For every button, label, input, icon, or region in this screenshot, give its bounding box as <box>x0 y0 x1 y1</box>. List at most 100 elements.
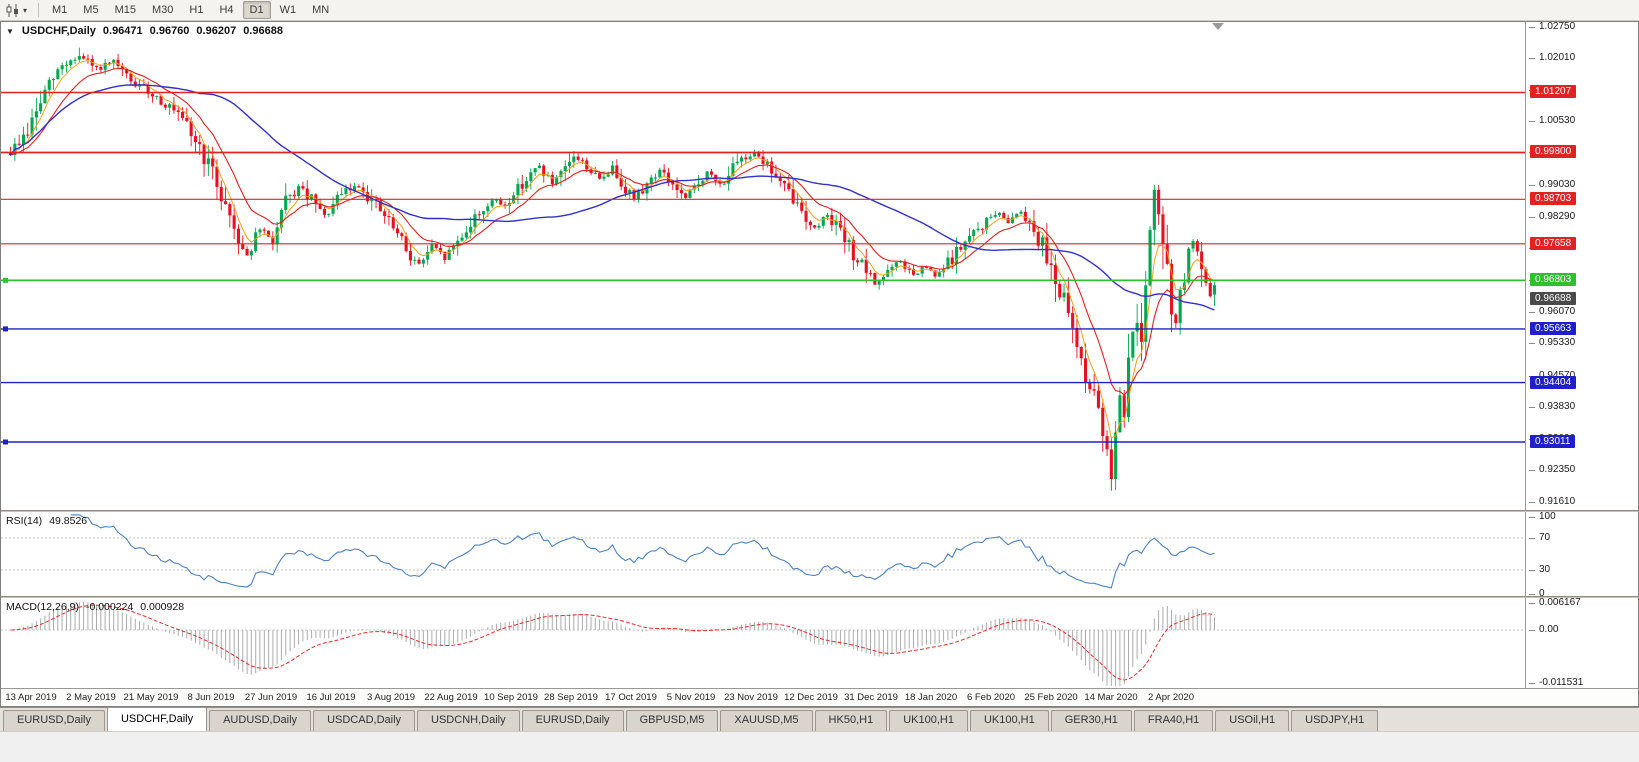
price-axis-tick: 0.91610 <box>1528 496 1576 507</box>
line-handle <box>3 439 8 445</box>
tab-hk50-h1[interactable]: HK50,H1 <box>814 710 888 731</box>
candles-layer <box>9 47 1217 491</box>
timeframe-button-m1[interactable]: M1 <box>52 4 68 16</box>
macd-main-value: -0.000224 <box>85 601 134 613</box>
rsi-plot[interactable] <box>1 512 1526 596</box>
ma-13-line <box>10 67 1215 396</box>
panel-separator[interactable] <box>1 596 1638 598</box>
macd-axis-tick: 0.00 <box>1528 624 1559 635</box>
price-axis-tick: 0.98290 <box>1528 211 1576 222</box>
tab-usdcnh-daily[interactable]: USDCNH,Daily <box>417 710 520 731</box>
line-price-label: 0.94404 <box>1530 376 1577 389</box>
rsi-title: RSI(14) <box>6 515 43 527</box>
chart-type-icon[interactable] <box>4 2 22 18</box>
rsi-value: 49.8526 <box>49 515 88 527</box>
tab-usdcad-daily[interactable]: USDCAD,Daily <box>313 710 416 731</box>
date-label: 25 Feb 2020 <box>1024 692 1078 703</box>
date-label: 28 Sep 2019 <box>544 692 598 703</box>
tab-usdchf-daily[interactable]: USDCHF,Daily <box>106 707 208 731</box>
timeframe-buttons: M1 M5 M15 M30 H1 H4 D1 W1 MN <box>44 1 337 19</box>
tab-ger30-h1[interactable]: GER30,H1 <box>1050 710 1132 731</box>
date-label: 18 Jan 2020 <box>904 692 958 703</box>
timeframe-button-m30[interactable]: M30 <box>151 4 174 16</box>
date-label: 21 May 2019 <box>123 692 179 703</box>
low-value: 0.96207 <box>196 25 237 37</box>
rsi-axis-tick: 30 <box>1528 564 1551 575</box>
rsi-axis-tick: 100 <box>1529 512 1556 522</box>
timeframe-button-d1[interactable]: D1 <box>242 1 271 19</box>
tab-eurusd-daily[interactable]: EURUSD,Daily <box>3 710 105 731</box>
price-axis-tick: 0.96070 <box>1528 306 1576 317</box>
price-axis-tick: 0.95330 <box>1528 337 1576 348</box>
date-label: 27 Jun 2019 <box>244 692 298 703</box>
collapse-triangle-icon[interactable]: ▼ <box>6 26 14 36</box>
price-axis-tick: 0.99030 <box>1528 179 1576 190</box>
date-label: 10 Sep 2019 <box>484 692 538 703</box>
rsi-axis[interactable]: 100 70 30 0 <box>1525 512 1638 596</box>
tab-gbpusd-m5[interactable]: GBPUSD,M5 <box>625 710 719 731</box>
tab-usoil-h1[interactable]: USOil,H1 <box>1215 710 1290 731</box>
date-label: 22 Aug 2019 <box>424 692 478 703</box>
line-price-label: 0.98703 <box>1530 192 1577 205</box>
rsi-header: RSI(14) 49.8526 <box>6 515 87 527</box>
chart-ohlc-header: ▼ USDCHF,Daily 0.96471 0.96760 0.96207 0… <box>6 25 283 37</box>
macd-histogram <box>14 601 1215 686</box>
timeframe-button-m5[interactable]: M5 <box>83 4 99 16</box>
date-label: 16 Jul 2019 <box>306 692 356 703</box>
date-label: 23 Nov 2019 <box>724 692 778 703</box>
main-chart-panel: ▼ USDCHF,Daily 0.96471 0.96760 0.96207 0… <box>1 22 1638 510</box>
macd-axis[interactable]: 0.006167 0.00 -0.011531 <box>1525 598 1638 688</box>
candlestick-chart[interactable] <box>1 22 1526 510</box>
tab-audusd-daily[interactable]: AUDUSD,Daily <box>209 710 312 731</box>
price-axis-tick: 1.02750 <box>1528 22 1576 32</box>
timeframe-button-w1[interactable]: W1 <box>279 4 297 16</box>
rsi-line <box>70 514 1215 589</box>
line-handle <box>3 277 8 283</box>
line-price-label: 0.97658 <box>1530 237 1577 250</box>
dropdown-caret-icon[interactable]: ▾ <box>23 5 28 15</box>
date-label: 3 Aug 2019 <box>366 692 416 703</box>
panel-separator[interactable] <box>1 510 1638 512</box>
tab-fra40-h1[interactable]: FRA40,H1 <box>1133 710 1214 731</box>
price-axis-tick: 0.93830 <box>1528 401 1576 412</box>
line-price-label: 0.93011 <box>1530 435 1576 448</box>
tab-eurusd-daily-2[interactable]: EURUSD,Daily <box>521 710 624 731</box>
open-value: 0.96471 <box>102 25 143 37</box>
high-value: 0.96760 <box>149 25 190 37</box>
rsi-panel: RSI(14) 49.8526 100 70 30 0 <box>1 512 1638 596</box>
candlestick-glyph <box>6 3 18 17</box>
timeframe-button-mn[interactable]: MN <box>312 4 330 16</box>
line-price-label: 1.01207 <box>1530 85 1577 98</box>
line-handle <box>3 326 8 332</box>
toolbar-separator <box>38 3 40 17</box>
macd-signal-line <box>10 604 1215 681</box>
tab-xauusd-m5[interactable]: XAUUSD,M5 <box>720 710 813 731</box>
timeframe-button-h4[interactable]: H4 <box>219 4 234 16</box>
date-label: 2 May 2019 <box>66 692 116 703</box>
timeframe-button-m15[interactable]: M15 <box>114 4 136 16</box>
date-label: 8 Jun 2019 <box>187 692 235 703</box>
macd-plot[interactable] <box>1 598 1526 688</box>
date-label: 2 Apr 2020 <box>1148 692 1194 703</box>
timeframe-button-h1[interactable]: H1 <box>189 4 204 16</box>
line-price-label: 0.99800 <box>1530 145 1577 158</box>
rsi-axis-tick: 0 <box>1529 588 1545 596</box>
date-label: 12 Dec 2019 <box>784 692 838 703</box>
date-label: 5 Nov 2019 <box>666 692 716 703</box>
tab-uk100-h1-2[interactable]: UK100,H1 <box>969 710 1049 731</box>
date-label: 13 Apr 2019 <box>5 692 57 703</box>
date-label: 6 Feb 2020 <box>966 692 1016 703</box>
date-label: 17 Oct 2019 <box>605 692 657 703</box>
date-label: 14 Mar 2020 <box>1084 692 1138 703</box>
macd-title: MACD(12,26,9) <box>6 601 79 613</box>
date-axis[interactable]: 13 Apr 2019 2 May 2019 21 May 2019 8 Jun 20… <box>1 688 1638 706</box>
tab-uk100-h1[interactable]: UK100,H1 <box>889 710 968 731</box>
macd-header: MACD(12,26,9) -0.000224 0.000928 <box>6 601 184 613</box>
macd-axis-tick: 0.006167 <box>1529 598 1581 608</box>
current-price-label: 0.96688 <box>1530 292 1577 305</box>
price-axis[interactable]: 1.027501.020101.012701.005300.998000.990… <box>1525 22 1638 510</box>
tab-usdjpy-h1[interactable]: USDJPY,H1 <box>1291 710 1379 731</box>
price-axis-tick: 0.92350 <box>1528 464 1576 475</box>
chart-window: ▼ USDCHF,Daily 0.96471 0.96760 0.96207 0… <box>0 21 1639 707</box>
